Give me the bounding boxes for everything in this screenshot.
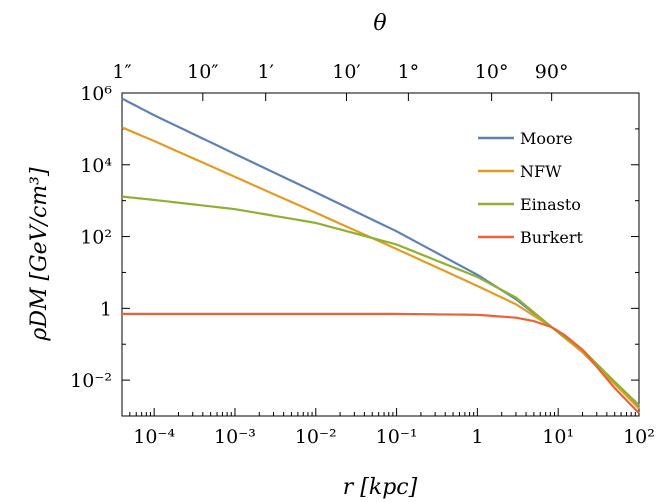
top-tick-label: 10′ (332, 61, 361, 83)
legend-label-burkert: Burkert (520, 228, 584, 247)
top-tick-label: 10° (475, 61, 509, 83)
series-line-burkert (122, 312, 640, 414)
series-lines (121, 97, 640, 414)
top-tick-label: 1° (398, 61, 420, 83)
axis-ticks (121, 92, 640, 417)
y-axis-label: ρDM [GeV/cm³] (27, 167, 52, 342)
series-line-einasto (121, 195, 640, 406)
top-tick-label: 10″ (187, 61, 218, 83)
plot-frame (121, 92, 640, 417)
y-tick-label: 10⁶ (80, 83, 112, 105)
x-tick-label: 10⁻³ (214, 426, 256, 448)
top-axis-label: θ (373, 11, 386, 36)
legend-label-einasto: Einasto (520, 195, 581, 214)
x-tick-label: 10⁻² (295, 426, 337, 448)
x-axis-label: r [kpc] (343, 475, 418, 500)
x-tick-label: 10¹ (542, 426, 574, 448)
y-tick-label: 10⁴ (80, 155, 112, 177)
x-tick-label: 1 (471, 426, 483, 448)
top-tick-label: 1″ (112, 61, 131, 83)
legend-label-moore: Moore (520, 129, 573, 148)
top-tick-label: 1′ (257, 61, 273, 83)
y-tick-label: 1 (100, 298, 112, 320)
x-tick-label: 10⁻⁴ (133, 426, 175, 448)
top-tick-label: 90° (535, 61, 569, 83)
legend: Moore NFW Einasto Burkert (478, 129, 584, 247)
x-tick-label: 10² (623, 426, 655, 448)
legend-label-nfw: NFW (520, 162, 562, 181)
x-tick-label: 10⁻¹ (376, 426, 418, 448)
y-tick-label: 10⁻² (70, 370, 112, 392)
y-tick-label: 10² (80, 227, 112, 249)
